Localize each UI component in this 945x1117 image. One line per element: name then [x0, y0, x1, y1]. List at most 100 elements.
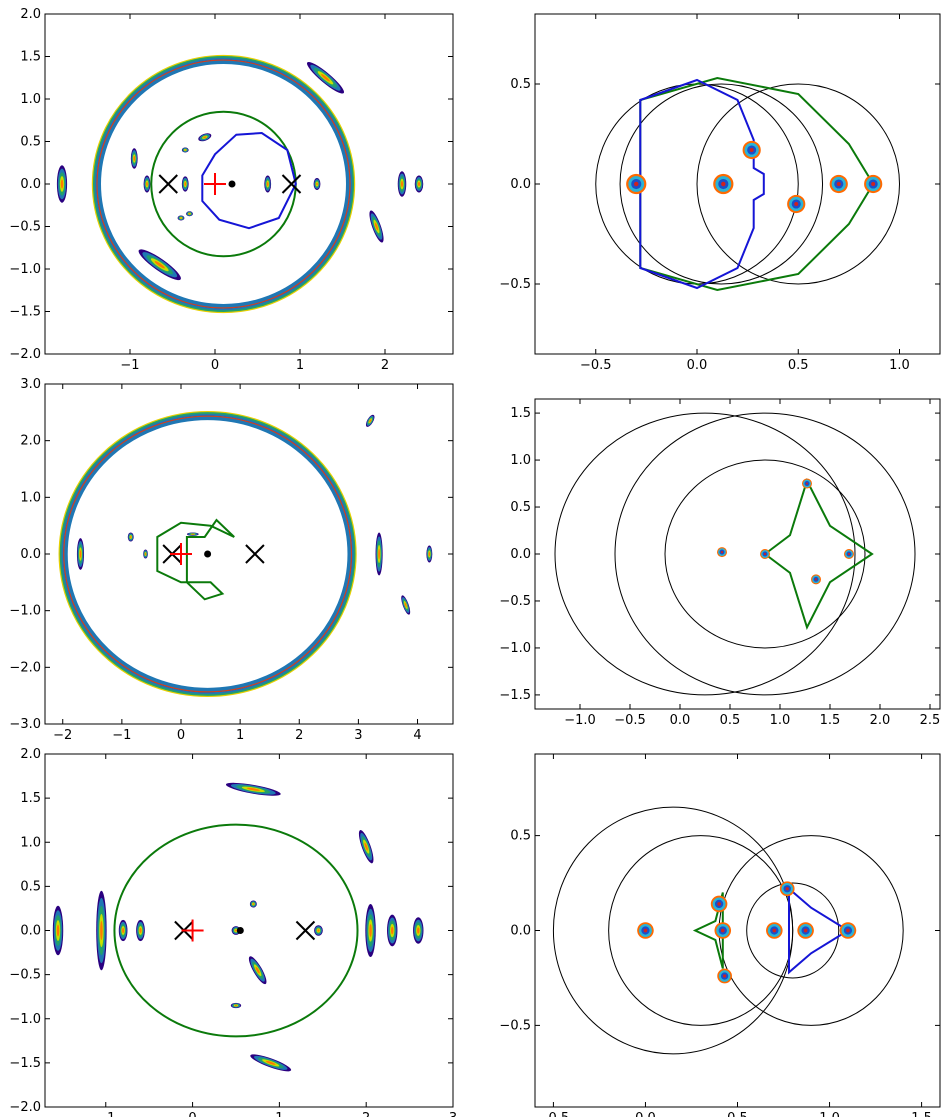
x-tick-label: 1.0 [770, 713, 791, 728]
image-blob [375, 532, 383, 576]
x-tick-label: 3 [449, 1111, 457, 1117]
x-tick-label: 0.5 [788, 358, 809, 373]
y-tick-label: 3.0 [20, 377, 41, 392]
y-tick-label: −0.5 [9, 968, 41, 983]
x-tick-label: 4 [413, 728, 421, 743]
y-tick-label: 0.0 [510, 924, 531, 939]
panel-3: −2 −1 0 1 2 3 4 −3.0 −2.0 −1.0 0.0 1.0 2.0 3.0 [9, 377, 454, 743]
caustic-green [763, 478, 874, 630]
plot-area [52, 782, 424, 1072]
plot-area [595, 76, 900, 292]
source-disk [637, 922, 654, 939]
image-blob [181, 176, 189, 192]
image-blob [186, 532, 199, 536]
plot-area [554, 412, 916, 696]
x-tick-label: −1 [112, 728, 131, 743]
x-tick-label: 0.0 [635, 1111, 656, 1117]
image-blob [365, 904, 376, 957]
y-tick-label: 1.0 [20, 92, 41, 107]
image-blob [397, 171, 407, 197]
y-tick-label: 0.5 [510, 500, 531, 515]
image-blob [56, 165, 68, 203]
source-disk [811, 574, 821, 585]
y-tick-label: −1.0 [9, 262, 41, 277]
x-tick-label: 1.0 [889, 358, 910, 373]
y-tick-label: 1.0 [510, 453, 531, 468]
x-tick-label: 0 [177, 728, 185, 743]
source-disk [714, 922, 732, 939]
panel-1: −1 0 1 2 −2.0 −1.5 −1.0 −0.5 0.0 0.5 1.0 1.5 2.0 [9, 7, 454, 373]
image-blob [52, 905, 64, 956]
image-blob [306, 61, 345, 94]
reference-circle [552, 806, 794, 1055]
image-blob [181, 147, 189, 153]
x-tick-label: 1.5 [820, 713, 841, 728]
image-blob [426, 545, 433, 563]
center-of-mass-dot [236, 927, 244, 934]
image-blob [249, 900, 257, 908]
source-disk [802, 478, 812, 489]
image-blob [369, 210, 384, 243]
caustic-blue [788, 886, 850, 975]
axes-frame [534, 398, 941, 710]
center-of-mass-dot [204, 550, 212, 558]
source-disk [626, 173, 647, 195]
source-disk [779, 881, 795, 897]
image-blob [136, 919, 145, 942]
x-tick-label: 1.5 [911, 1111, 932, 1117]
y-tick-label: −3.0 [9, 717, 41, 732]
image-blob [413, 917, 424, 944]
source-disk [839, 922, 857, 939]
source-disk [760, 549, 770, 559]
y-tick-label: −2.0 [9, 347, 41, 362]
x-tick-label: 1.0 [819, 1111, 840, 1117]
y-tick-label: 1.0 [20, 490, 41, 505]
source-disk [717, 968, 732, 984]
y-tick-label: −1.5 [499, 688, 531, 703]
source-disk [713, 173, 734, 195]
y-tick-label: −0.5 [499, 277, 531, 292]
image-blob [138, 249, 181, 281]
y-tick-label: −2.0 [9, 660, 41, 675]
caustic-green [639, 76, 875, 292]
x-tick-label: 1 [296, 358, 304, 373]
image-blob [225, 782, 281, 796]
y-tick-label: 2.0 [20, 7, 41, 22]
caustic-ring [91, 54, 356, 314]
reference-circle [664, 459, 866, 649]
x-tick-label: −1 [120, 358, 139, 373]
image-blob [230, 1002, 242, 1009]
x-tick-label: 2 [362, 1111, 370, 1117]
panel-5: −1 0 1 2 3 −2.0 −1.5 −1.0 −0.5 0.0 0.5 1.0 1.5 2.0 [9, 747, 457, 1117]
source-disk [710, 895, 728, 913]
y-tick-label: 0.0 [20, 177, 41, 192]
y-tick-label: 0.0 [510, 177, 531, 192]
image-blob [96, 890, 107, 971]
caustic-green [692, 892, 724, 969]
image-blob [358, 830, 374, 864]
y-tick-label: −0.5 [499, 1018, 531, 1033]
y-tick-label: −0.5 [9, 220, 41, 235]
image-blob [143, 175, 151, 193]
lens-position-x-marker [245, 544, 265, 564]
image-blob [314, 925, 323, 936]
x-tick-label: −0.5 [580, 358, 612, 373]
image-blob [264, 175, 272, 193]
image-blob [365, 414, 375, 427]
y-tick-label: 1.5 [510, 406, 531, 421]
x-tick-label: 3 [354, 728, 362, 743]
x-tick-label: 1 [236, 728, 244, 743]
x-tick-label: −0.5 [614, 713, 646, 728]
x-tick-label: 1 [275, 1111, 283, 1117]
axes-frame [44, 383, 454, 725]
center-of-mass-dot [228, 180, 236, 188]
image-blob [313, 178, 321, 190]
image-blob [198, 133, 212, 142]
y-tick-label: 2.0 [20, 434, 41, 449]
axes-frame [534, 753, 941, 1108]
y-tick-label: 0.5 [510, 77, 531, 92]
y-tick-label: −1.0 [499, 641, 531, 656]
source-disk [742, 140, 761, 160]
panel-6: −0.5 0.0 0.5 1.0 1.5 −0.5 0.0 0.5 [499, 753, 941, 1117]
